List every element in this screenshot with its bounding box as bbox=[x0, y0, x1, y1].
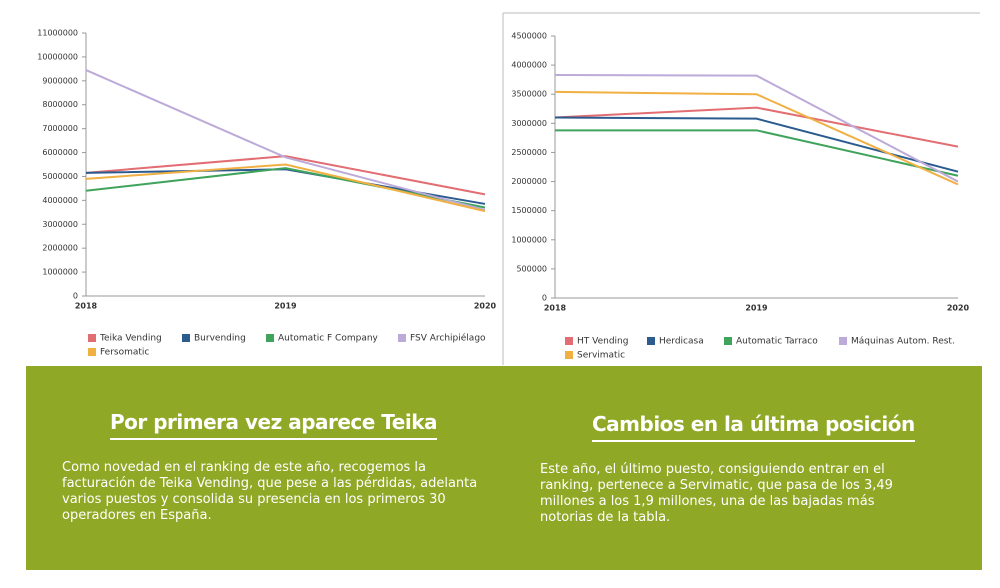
y-tick-label: 6000000 bbox=[42, 148, 78, 157]
x-tick-label: 2019 bbox=[274, 302, 297, 311]
legend-swatch bbox=[182, 334, 190, 342]
legend-swatch bbox=[88, 348, 96, 356]
legend-label: HT Vending bbox=[577, 337, 628, 347]
legend-swatch bbox=[565, 351, 573, 359]
legend-label: Automatic Tarraco bbox=[736, 337, 818, 347]
y-tick-label: 0 bbox=[542, 294, 547, 303]
series-line bbox=[554, 116, 959, 173]
series-line bbox=[85, 163, 486, 213]
legend-label: Burvending bbox=[194, 334, 246, 344]
legend-swatch bbox=[839, 337, 847, 345]
y-tick-label: 5000000 bbox=[42, 172, 78, 181]
y-tick-label: 3000000 bbox=[511, 119, 547, 128]
legend: HT Vending Herdicasa Automatic Tarraco Máqu… bbox=[565, 337, 955, 361]
y-tick-label: 4500000 bbox=[511, 32, 547, 41]
y-tick-label: 3000000 bbox=[42, 220, 78, 229]
y-tick-label: 0 bbox=[73, 292, 78, 301]
legend-label: Fersomatic bbox=[100, 348, 149, 358]
legend-swatch bbox=[724, 337, 732, 345]
y-tick-label: 9000000 bbox=[42, 76, 78, 85]
x-tick-label: 2018 bbox=[75, 302, 98, 311]
legend-swatch bbox=[565, 337, 573, 345]
series-line bbox=[554, 106, 959, 148]
y-tick-label: 4000000 bbox=[511, 61, 547, 70]
legend-swatch bbox=[647, 337, 655, 345]
legend-label: Servimatic bbox=[577, 351, 625, 361]
x-tick-label: 2020 bbox=[947, 304, 970, 313]
series-line bbox=[554, 74, 959, 183]
y-tick-label: 7000000 bbox=[42, 124, 78, 133]
series-line bbox=[85, 155, 486, 196]
y-tick-label: 3500000 bbox=[511, 90, 547, 99]
legend-label: Herdicasa bbox=[659, 337, 704, 347]
info-panel: Por primera vez aparece Teika Como noved… bbox=[26, 366, 982, 570]
series-line bbox=[85, 69, 486, 211]
legend-swatch bbox=[398, 334, 406, 342]
x-tick-label: 2020 bbox=[474, 302, 497, 311]
y-tick-label: 500000 bbox=[516, 264, 547, 273]
series-line bbox=[555, 129, 959, 177]
y-tick-label: 10000000 bbox=[37, 52, 78, 61]
x-tick-label: 2018 bbox=[544, 304, 567, 313]
legend: Teika Vending Burvending Automatic F Compa… bbox=[88, 333, 486, 358]
panel-heading: Cambios en la última posición bbox=[592, 412, 915, 442]
x-tick-label: 2019 bbox=[745, 304, 768, 313]
y-tick-label: 2500000 bbox=[511, 148, 547, 157]
y-tick-label: 8000000 bbox=[42, 100, 78, 109]
y-tick-label: 1500000 bbox=[511, 206, 547, 215]
series-line bbox=[85, 167, 486, 209]
charts: 0100000020000003000000400000050000006000… bbox=[37, 12, 980, 365]
legend-label: Máquinas Autom. Rest. bbox=[851, 337, 955, 347]
panel-text: Como novedad en el ranking de este año, … bbox=[62, 460, 478, 523]
y-tick-label: 4000000 bbox=[42, 196, 78, 205]
legend-label: Automatic F Company bbox=[278, 334, 379, 344]
y-tick-label: 11000000 bbox=[37, 29, 78, 38]
y-tick-label: 2000000 bbox=[511, 177, 547, 186]
y-tick-label: 1000000 bbox=[42, 268, 78, 277]
y-tick-label: 1000000 bbox=[511, 235, 547, 244]
series-line bbox=[554, 90, 959, 186]
legend-swatch bbox=[88, 334, 96, 342]
panel-heading: Por primera vez aparece Teika bbox=[110, 410, 438, 440]
panel-text: Este año, el último puesto, consiguiendo… bbox=[540, 462, 893, 525]
legend-label: FSV Archipiélago bbox=[410, 333, 486, 344]
legend-label: Teika Vending bbox=[99, 334, 162, 344]
legend-swatch bbox=[266, 334, 274, 342]
y-tick-label: 2000000 bbox=[42, 244, 78, 253]
